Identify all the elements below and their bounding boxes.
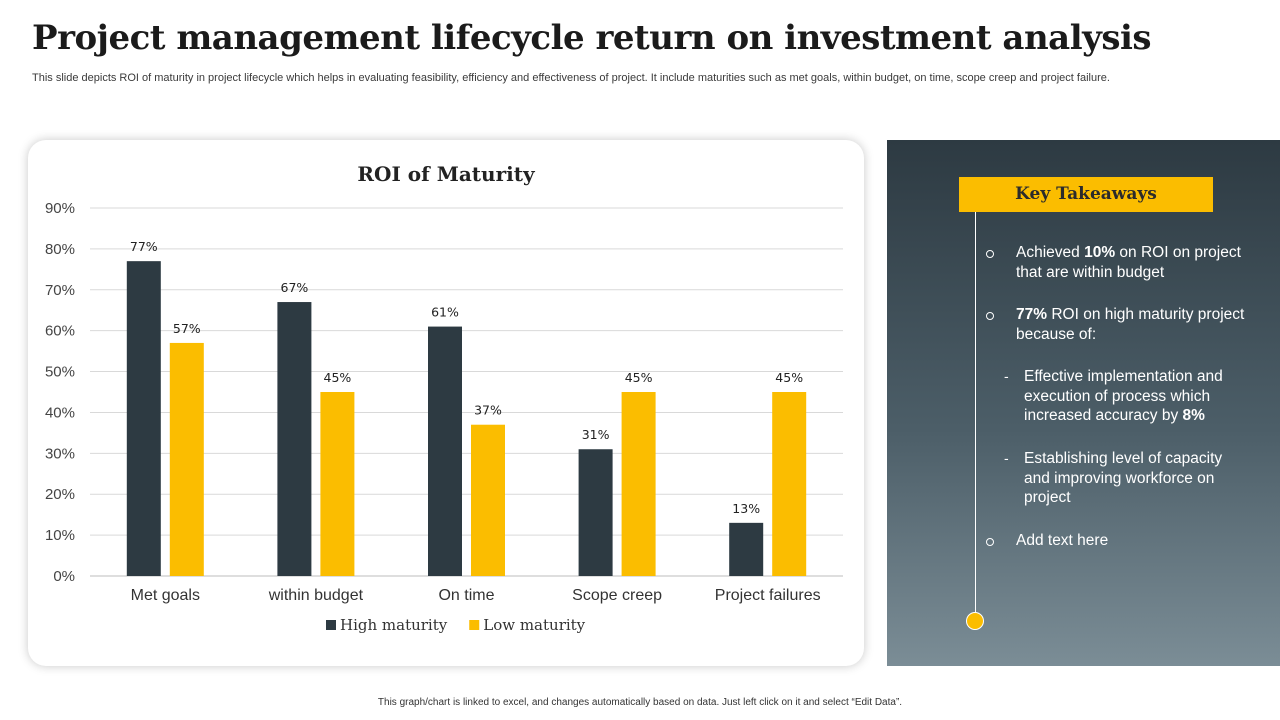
legend-swatch — [326, 620, 336, 630]
y-tick-label: 80% — [45, 241, 75, 258]
data-label: 45% — [775, 370, 803, 385]
takeaway-2-bold: 77% — [1016, 306, 1048, 323]
timeline-end-dot — [966, 612, 984, 630]
legend-swatch — [469, 620, 480, 630]
y-tick-label: 90% — [45, 200, 75, 217]
data-label: 61% — [431, 305, 459, 320]
takeaway-subitem-1: Effective implementation and execution o… — [1024, 367, 1259, 426]
y-tick-label: 20% — [45, 486, 75, 503]
takeaway-1-post: on ROI on project that are within budget — [1016, 244, 1241, 281]
subitem-1-bold: 8% — [1182, 407, 1205, 424]
takeaway-item-3[interactable]: Add text here — [1016, 532, 1109, 549]
data-label: 37% — [474, 403, 502, 418]
takeaway-item-1: Achieved 10% on ROI on project that are … — [1016, 243, 1246, 282]
x-tick-label: Scope creep — [572, 587, 662, 604]
x-tick-label: Met goals — [131, 587, 200, 604]
data-label: 13% — [732, 501, 760, 516]
x-tick-label: On time — [438, 587, 494, 604]
bar-low-maturity — [471, 424, 505, 576]
bar-high-maturity — [126, 261, 161, 576]
circle-bullet-icon — [986, 312, 994, 320]
y-tick-label: 40% — [45, 404, 75, 421]
y-tick-label: 0% — [53, 568, 75, 585]
bar-high-maturity — [277, 302, 312, 576]
bar-high-maturity — [729, 522, 764, 576]
circle-bullet-icon — [986, 250, 994, 258]
slide-subtitle: This slide depicts ROI of maturity in pr… — [32, 72, 1110, 84]
dash-bullet-icon: - — [1004, 450, 1009, 466]
bar-low-maturity — [621, 392, 656, 576]
roi-bar-chart[interactable]: 0% 10% 20% 30% 40% 50% 60% 70% 80% 90% 77% 57% Met g… — [28, 140, 864, 666]
data-label: 45% — [625, 370, 653, 385]
takeaway-1-bold: 10% — [1084, 244, 1116, 261]
y-tick-label: 50% — [45, 364, 75, 381]
data-label: 45% — [324, 370, 352, 385]
data-label: 67% — [281, 280, 309, 295]
bar-low-maturity — [772, 392, 807, 576]
y-tick-label: 30% — [45, 445, 75, 462]
legend-label: High maturity — [340, 616, 448, 634]
takeaway-1-pre: Achieved — [1016, 244, 1085, 261]
data-label: 77% — [130, 239, 158, 254]
bar-low-maturity — [169, 342, 204, 576]
y-tick-label: 10% — [45, 527, 75, 544]
key-takeaways-heading: Key Takeaways — [959, 177, 1213, 212]
footer-note: This graph/chart is linked to excel, and… — [377, 697, 903, 708]
y-tick-label: 70% — [45, 282, 75, 299]
y-tick-label: 60% — [45, 323, 75, 340]
chart-card[interactable]: ROI of Maturity 0% 10% 20% 30% 40% 50% 60% 70% 8… — [28, 140, 864, 666]
key-takeaways-panel: Key Takeaways Achieved 10% on ROI on pro… — [887, 140, 1280, 666]
circle-bullet-icon — [986, 538, 994, 546]
bar-high-maturity — [578, 449, 613, 576]
timeline-line — [975, 212, 976, 620]
legend-label: Low maturity — [483, 616, 585, 634]
bar-high-maturity — [428, 326, 462, 576]
data-label: 57% — [173, 321, 201, 336]
takeaway-subitem-2: Establishing level of capacity and impro… — [1024, 450, 1223, 506]
x-tick-label: within budget — [268, 587, 364, 604]
slide-title: Project management lifecycle return on i… — [32, 18, 1152, 58]
takeaway-item-2: 77% ROI on high maturity project because… — [1016, 305, 1246, 344]
subitem-1-pre: Effective implementation and execution o… — [1024, 368, 1223, 424]
chart-title: ROI of Maturity — [357, 162, 535, 186]
data-label: 31% — [582, 427, 610, 442]
dash-bullet-icon: - — [1004, 368, 1009, 384]
x-tick-label: Project failures — [715, 587, 821, 604]
bar-low-maturity — [320, 392, 355, 576]
takeaway-2-post: ROI on high maturity project because of: — [1016, 306, 1245, 343]
